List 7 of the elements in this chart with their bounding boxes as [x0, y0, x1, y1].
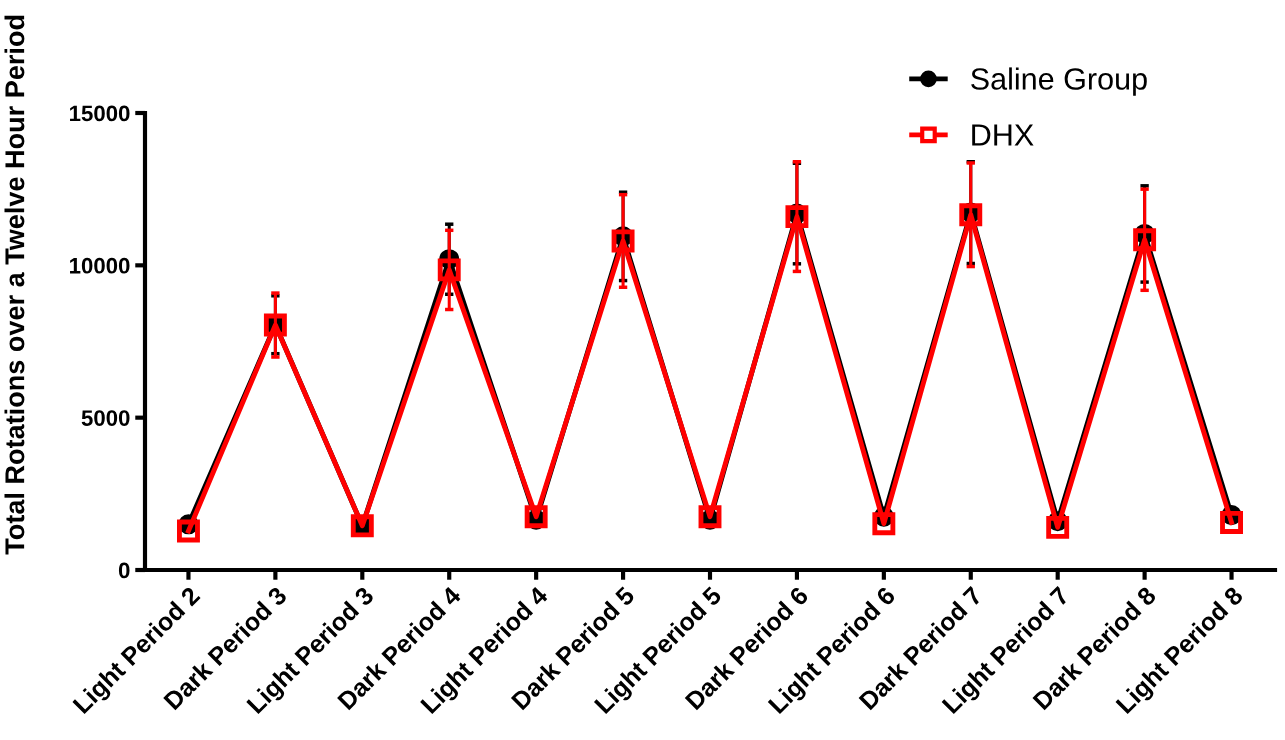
y-tick-label: 15000: [70, 105, 130, 122]
y-tick-label: 5000: [81, 410, 130, 426]
y-axis-title: Total Rotations over a Twelve Hour Period: [4, 15, 25, 555]
y-tick-label: 10000: [70, 257, 130, 274]
y-tick-label: 0: [118, 562, 130, 579]
legend-label: DHX: [972, 124, 1034, 146]
legend-label: Saline Group: [971, 67, 1147, 96]
